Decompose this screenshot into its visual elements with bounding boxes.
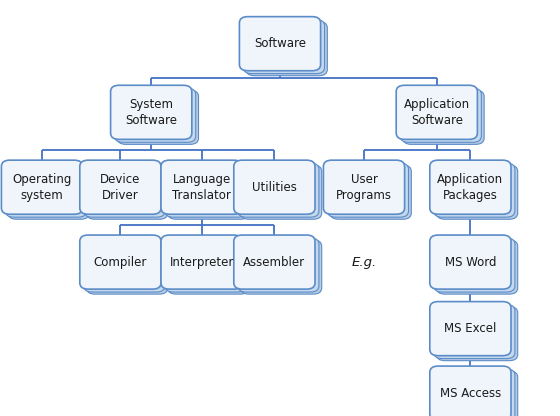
FancyBboxPatch shape [433,238,515,292]
FancyBboxPatch shape [240,240,321,294]
Text: Operating
system: Operating system [12,173,72,202]
FancyBboxPatch shape [430,366,511,416]
FancyBboxPatch shape [168,240,249,294]
Text: Device
Driver: Device Driver [100,173,141,202]
FancyBboxPatch shape [234,235,315,289]
FancyBboxPatch shape [433,369,515,416]
Text: MS Excel: MS Excel [444,322,497,335]
FancyBboxPatch shape [324,160,404,214]
FancyBboxPatch shape [433,163,515,217]
FancyBboxPatch shape [87,165,168,219]
FancyBboxPatch shape [430,235,511,289]
Text: Assembler: Assembler [244,255,305,269]
FancyBboxPatch shape [430,160,511,214]
Text: Application
Software: Application Software [404,98,470,127]
Text: Language
Translator: Language Translator [172,173,231,202]
Text: Application
Packages: Application Packages [437,173,503,202]
FancyBboxPatch shape [433,305,515,359]
FancyBboxPatch shape [165,238,246,292]
FancyBboxPatch shape [161,235,242,289]
FancyBboxPatch shape [87,240,168,294]
FancyBboxPatch shape [161,160,242,214]
FancyBboxPatch shape [437,371,517,416]
FancyBboxPatch shape [237,163,319,217]
Text: Software: Software [254,37,306,50]
FancyBboxPatch shape [168,165,249,219]
FancyBboxPatch shape [437,240,517,294]
FancyBboxPatch shape [118,90,198,144]
FancyBboxPatch shape [430,302,511,356]
Text: User
Programs: User Programs [336,173,392,202]
Text: Compiler: Compiler [94,255,147,269]
Text: Interpreter: Interpreter [170,255,234,269]
FancyBboxPatch shape [400,88,482,142]
FancyBboxPatch shape [80,160,161,214]
FancyBboxPatch shape [327,163,409,217]
FancyBboxPatch shape [80,235,161,289]
FancyBboxPatch shape [403,90,484,144]
FancyBboxPatch shape [8,165,90,219]
FancyBboxPatch shape [437,307,517,361]
FancyBboxPatch shape [240,165,321,219]
FancyBboxPatch shape [237,238,319,292]
FancyBboxPatch shape [84,163,165,217]
FancyBboxPatch shape [234,160,315,214]
Text: MS Access: MS Access [440,386,501,400]
Text: E.g.: E.g. [351,255,377,269]
FancyBboxPatch shape [1,160,83,214]
FancyBboxPatch shape [84,238,165,292]
Text: System
Software: System Software [125,98,177,127]
FancyBboxPatch shape [437,165,517,219]
FancyBboxPatch shape [246,22,327,76]
Text: Utilities: Utilities [252,181,297,194]
FancyBboxPatch shape [5,163,87,217]
FancyBboxPatch shape [243,20,324,74]
FancyBboxPatch shape [115,88,196,142]
FancyBboxPatch shape [165,163,246,217]
FancyBboxPatch shape [330,165,411,219]
FancyBboxPatch shape [396,85,477,139]
Text: MS Word: MS Word [445,255,496,269]
FancyBboxPatch shape [240,17,320,71]
FancyBboxPatch shape [111,85,192,139]
